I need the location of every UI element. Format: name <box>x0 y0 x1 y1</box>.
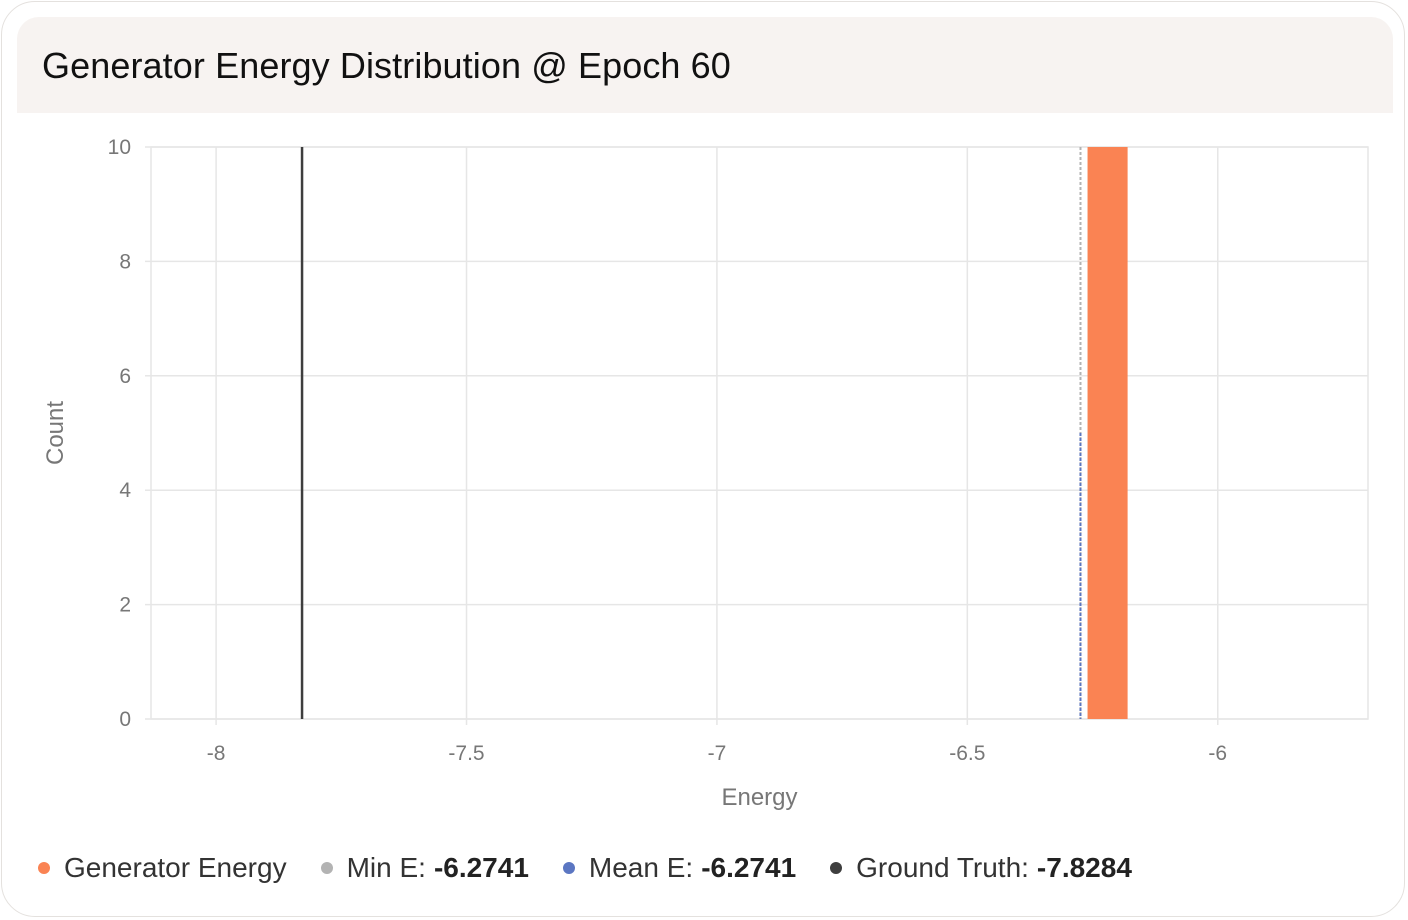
y-tick-label: 4 <box>119 479 131 502</box>
legend-dot-icon <box>562 862 575 874</box>
chart-legend: Generator Energy Min E: -6.2741 Mean E: … <box>38 848 1166 888</box>
legend-value: -7.8284 <box>1036 852 1132 883</box>
legend-label: Ground Truth: <box>856 852 1029 883</box>
y-tick-label: 10 <box>108 136 131 159</box>
legend-item-mean-e[interactable]: Mean E: -6.2741 <box>562 852 797 884</box>
legend-item-ground-truth[interactable]: Ground Truth: -7.8284 <box>830 852 1132 884</box>
y-tick-label: 8 <box>119 250 131 273</box>
x-tick-label: -8 <box>207 742 226 765</box>
plot-frame <box>150 146 1369 720</box>
histogram-bar <box>1087 147 1128 719</box>
legend-label: Generator Energy <box>64 852 287 883</box>
legend-item-min-e[interactable]: Min E: -6.2741 <box>320 852 529 884</box>
legend-dot-icon <box>320 862 333 874</box>
x-axis-label: Energy <box>721 784 797 811</box>
legend-dot-icon <box>830 862 843 874</box>
y-tick-label: 2 <box>119 594 131 617</box>
legend-value: -6.2741 <box>701 852 797 883</box>
legend-item-generator-energy[interactable]: Generator Energy <box>38 852 287 884</box>
legend-value: -6.2741 <box>433 852 529 883</box>
x-tick-label: -7 <box>708 742 727 765</box>
chart-title: Generator Energy Distribution @ Epoch 60 <box>42 45 731 86</box>
y-axis-label: Count <box>42 401 69 465</box>
legend-label: Mean E: <box>588 852 694 883</box>
x-tick-label: -6 <box>1208 742 1227 765</box>
legend-label: Min E: <box>346 852 426 883</box>
y-tick-label: 6 <box>119 365 131 388</box>
chart-header: Generator Energy Distribution @ Epoch 60 <box>17 17 1393 113</box>
x-tick-label: -7.5 <box>448 742 484 765</box>
y-tick-label: 0 <box>119 708 131 731</box>
legend-dot-icon <box>38 862 50 874</box>
x-tick-label: -6.5 <box>949 742 985 765</box>
